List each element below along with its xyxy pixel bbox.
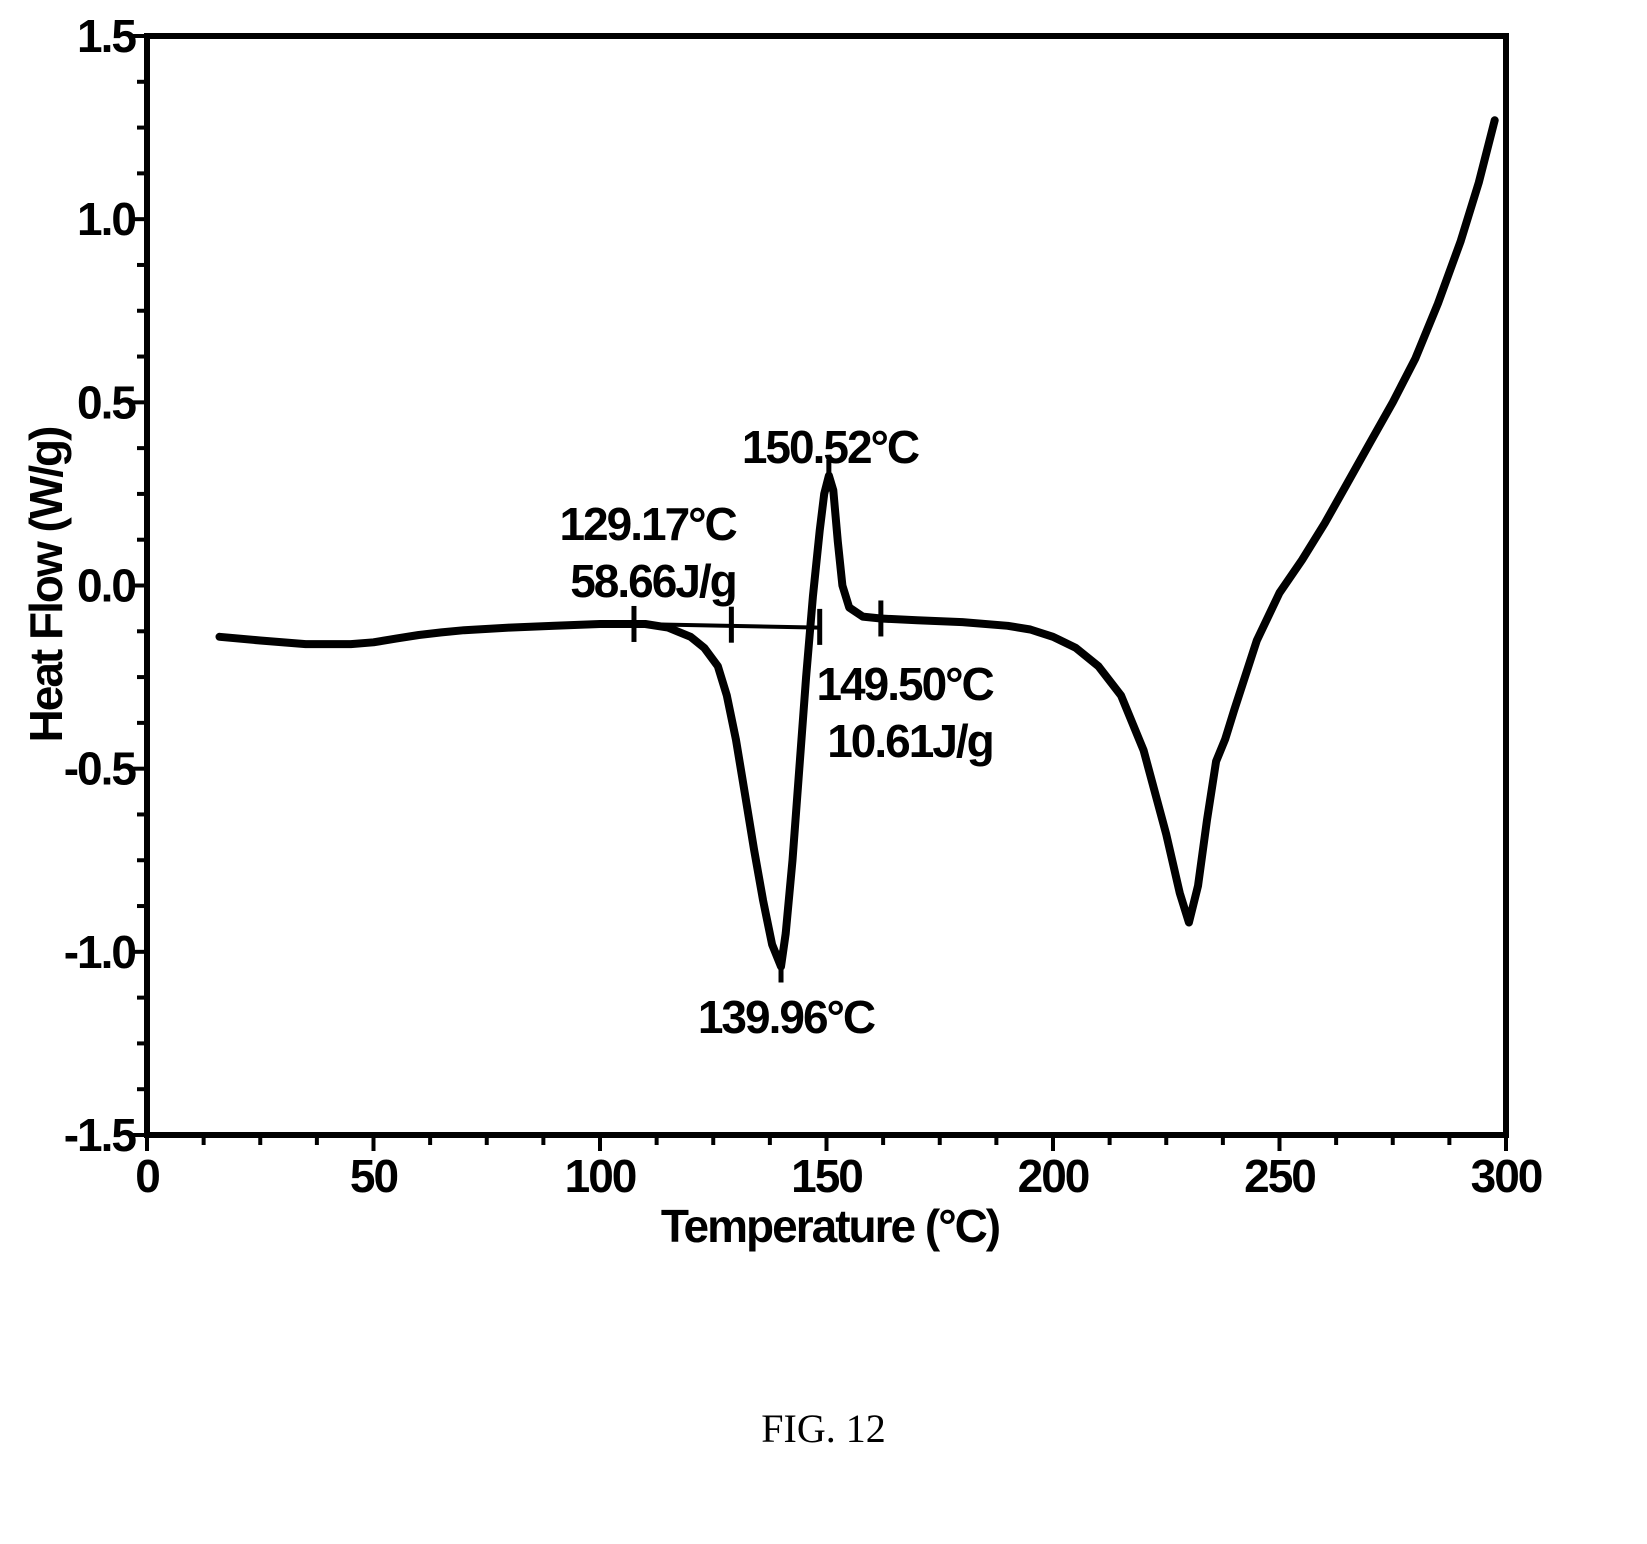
annotation-150-52: 150.52°C	[742, 421, 919, 473]
plot-frame	[144, 33, 1509, 1138]
x-tick-label: 300	[1471, 1150, 1542, 1202]
dsc-chart: 0 50 100 150 200 250 300 1.5 1.0 0.5 0.0 -0.5 -1.0 -…	[20, 10, 1544, 1252]
x-axis-title: Temperature (°C)	[661, 1200, 1000, 1252]
heat-flow-curve	[215, 116, 1499, 971]
figure-caption: FIG. 12	[761, 1406, 886, 1451]
y-tick-label: 0.0	[77, 560, 135, 612]
annotation-149-50-line1: 149.50°C	[816, 658, 993, 710]
x-tick-label: 200	[1018, 1150, 1089, 1202]
y-tick-label: 1.0	[77, 193, 135, 245]
annotation-139-96: 139.96°C	[698, 991, 875, 1043]
x-tick-label: 0	[135, 1150, 159, 1202]
x-tick-labels: 0 50 100 150 200 250 300	[135, 1150, 1544, 1202]
annotation-129-17-line2: 58.66J/g	[570, 555, 736, 607]
x-tick-label: 150	[791, 1150, 862, 1202]
annotation-129-17-line1: 129.17°C	[559, 498, 736, 550]
annotation-149-50: 149.50°C 10.61J/g	[816, 658, 1003, 767]
y-tick-label: 0.5	[77, 376, 136, 428]
y-tick-label: -0.5	[64, 743, 137, 795]
annotation-150-52-line1: 150.52°C	[742, 421, 919, 473]
x-tick-label: 250	[1244, 1150, 1315, 1202]
annotation-149-50-line2: 10.61J/g	[827, 715, 993, 767]
annotation-129-17: 129.17°C 58.66J/g	[559, 498, 746, 607]
x-tick-label: 50	[350, 1150, 398, 1202]
y-tick-label: -1.0	[64, 926, 136, 978]
y-tick-label: 1.5	[77, 10, 136, 62]
y-tick-label: -1.5	[64, 1109, 137, 1161]
y-axis-title: Heat Flow (W/g)	[20, 427, 72, 743]
y-tick-labels: 1.5 1.0 0.5 0.0 -0.5 -1.0 -1.5	[64, 10, 139, 1161]
x-tick-label: 100	[565, 1150, 636, 1202]
axis-ticks	[131, 34, 1508, 1151]
annotation-139-96-line1: 139.96°C	[698, 991, 875, 1043]
